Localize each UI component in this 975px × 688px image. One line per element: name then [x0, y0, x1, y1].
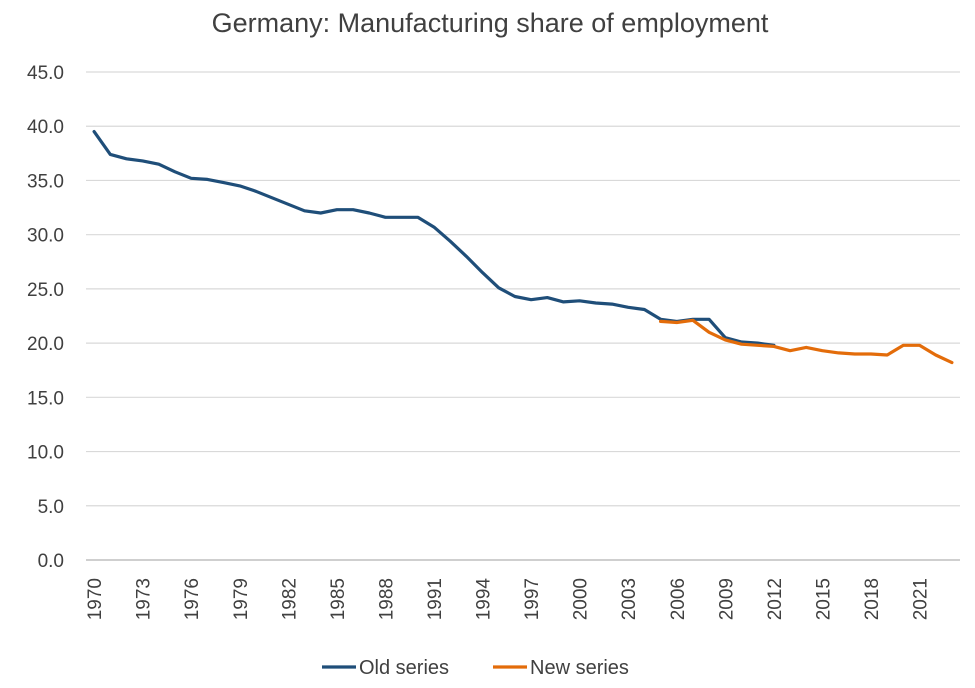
chart-title: Germany: Manufacturing share of employme…: [212, 8, 769, 38]
x-tick-label: 1970: [85, 578, 106, 620]
legend: Old series New series: [322, 657, 629, 679]
x-tick-label: 2003: [619, 578, 640, 620]
y-tick-label: 35.0: [27, 171, 64, 192]
x-tick-label: 1988: [376, 578, 397, 620]
y-tick-label: 5.0: [38, 497, 64, 518]
x-axis-tick-labels: 1970 1973 1976 1979 1982 1985 1988 1991 1994 1997…: [85, 578, 931, 621]
y-tick-label: 15.0: [27, 388, 64, 409]
x-tick-label: 2012: [765, 578, 786, 620]
x-tick-label: 1994: [474, 578, 495, 621]
x-tick-label: 1997: [522, 578, 543, 620]
gridlines: [86, 71, 960, 561]
y-axis-tick-labels: 0.0 5.0 10.0 15.0 20.0 25.0 30.0 35.0 40.0 45.0: [27, 63, 64, 572]
y-tick-label: 45.0: [27, 63, 64, 84]
y-tick-label: 0.0: [38, 551, 64, 572]
x-tick-label: 1973: [134, 578, 155, 620]
y-tick-label: 10.0: [27, 443, 64, 464]
legend-label: Old series: [359, 657, 449, 679]
y-tick-label: 25.0: [27, 280, 64, 301]
x-tick-label: 1976: [182, 578, 203, 620]
x-tick-label: 1982: [279, 578, 300, 620]
series-line-2: [658, 318, 954, 365]
legend-label: New series: [530, 657, 629, 679]
x-tick-label: 2015: [813, 578, 834, 620]
series-lines: [92, 130, 954, 365]
x-tick-label: 2009: [716, 578, 737, 620]
y-tick-label: 30.0: [27, 226, 64, 247]
x-tick-label: 1991: [425, 578, 446, 620]
y-tick-label: 20.0: [27, 334, 64, 355]
x-tick-label: 2006: [668, 578, 689, 620]
x-tick-label: 2000: [571, 578, 592, 620]
x-tick-label: 2021: [911, 578, 932, 620]
y-tick-label: 40.0: [27, 117, 64, 138]
x-tick-label: 2018: [862, 578, 883, 620]
x-tick-label: 1985: [328, 578, 349, 620]
series-line-1: [92, 130, 776, 347]
x-tick-label: 1979: [231, 578, 252, 620]
